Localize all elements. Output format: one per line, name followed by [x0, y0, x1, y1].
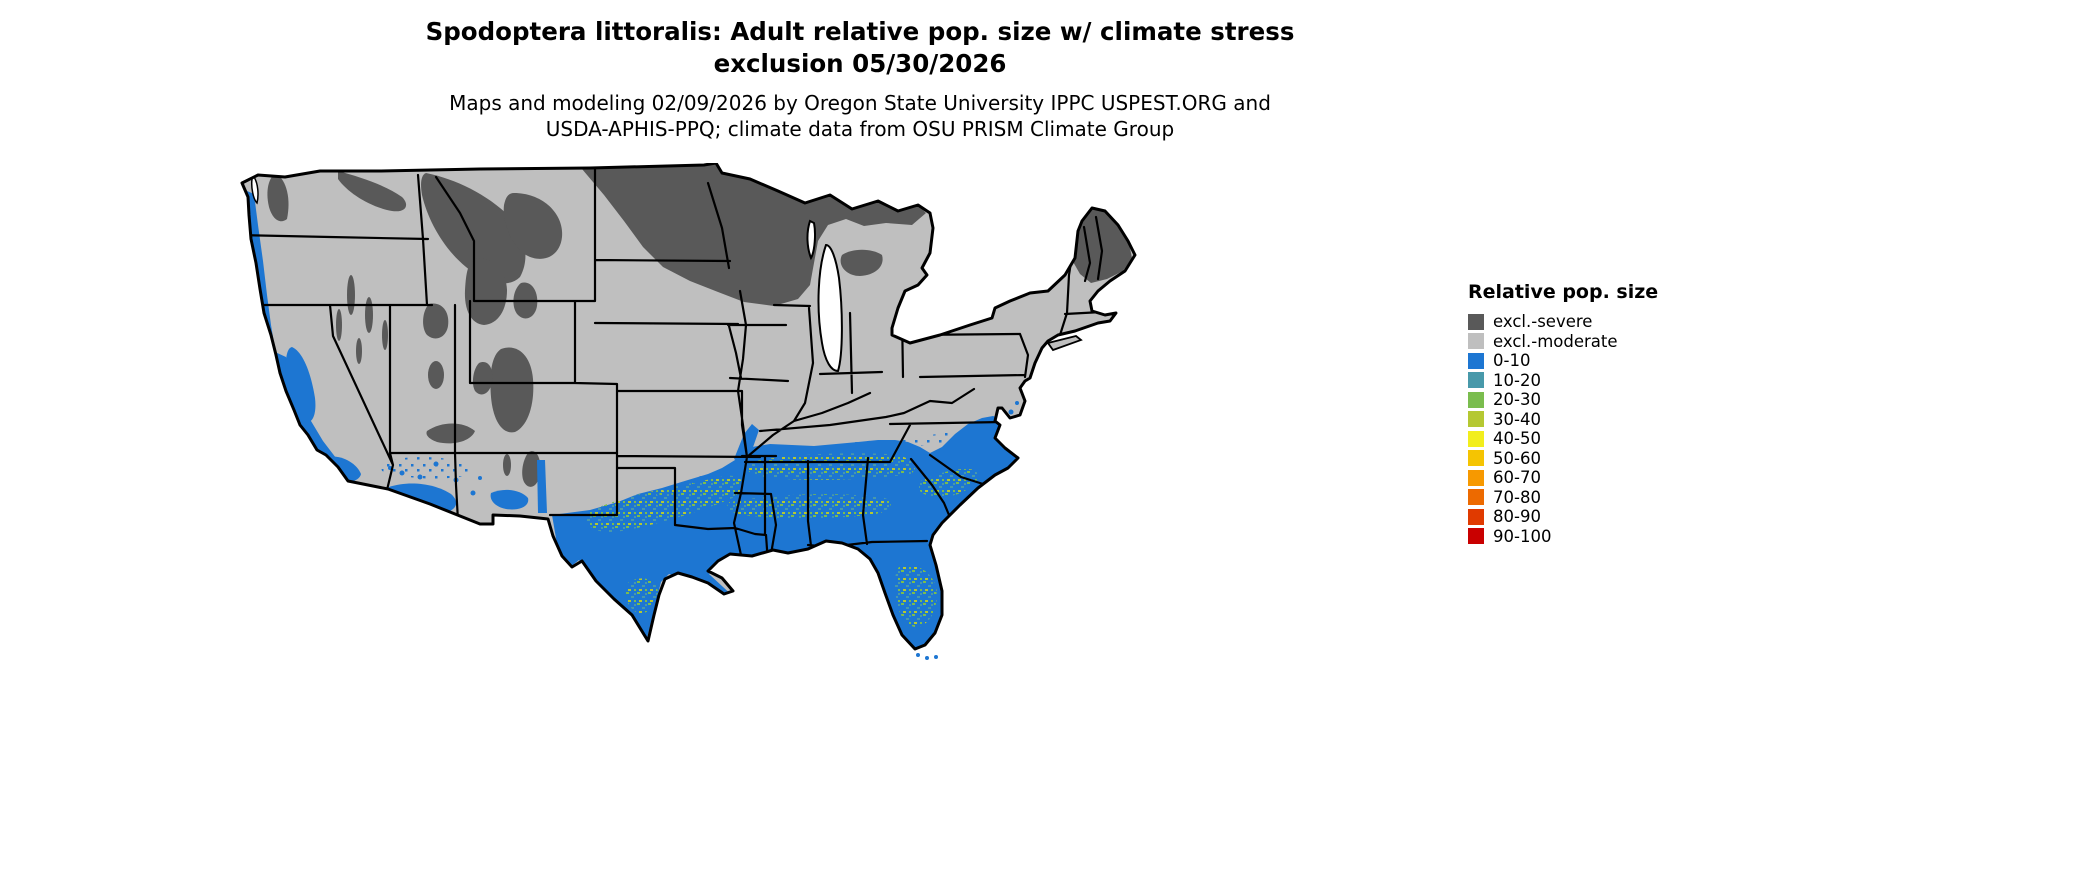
- puget-sound: [251, 175, 259, 205]
- legend-item: 70-80: [1468, 488, 1658, 508]
- legend-label: 10-20: [1493, 370, 1541, 390]
- legend-item: 10-20: [1468, 371, 1658, 391]
- legend-label: 20-30: [1493, 390, 1541, 410]
- florida-keys-dot: [925, 656, 929, 660]
- legend-item: 40-50: [1468, 429, 1658, 449]
- legend-item: 80-90: [1468, 507, 1658, 527]
- legend-label: 60-70: [1493, 468, 1541, 488]
- legend-item: 90-100: [1468, 527, 1658, 547]
- legend-item: excl.-severe: [1468, 312, 1658, 332]
- map-title: Spodoptera littoralis: Adult relative po…: [0, 16, 1720, 80]
- legend-item: excl.-moderate: [1468, 332, 1658, 352]
- legend-item: 20-30: [1468, 390, 1658, 410]
- us-map: [240, 163, 1137, 660]
- map-subtitle-line1: Maps and modeling 02/09/2026 by Oregon S…: [449, 91, 1271, 115]
- legend-item: 30-40: [1468, 410, 1658, 430]
- legend-label: excl.-severe: [1493, 312, 1593, 332]
- legend-item: 50-60: [1468, 449, 1658, 469]
- florida-keys: [916, 653, 920, 657]
- florida-keys-dot: [934, 655, 938, 659]
- legend-label: 0-10: [1493, 351, 1531, 371]
- legend-swatch: [1468, 372, 1484, 389]
- legend-item: 0-10: [1468, 351, 1658, 371]
- great-lakes: [251, 175, 843, 373]
- map-layer-speckle: [380, 416, 1002, 628]
- legend-swatch: [1468, 430, 1484, 447]
- legend-label: 40-50: [1493, 429, 1541, 449]
- legend-swatch: [1468, 489, 1484, 506]
- map-title-line1: Spodoptera littoralis: Adult relative po…: [425, 17, 1295, 46]
- legend-swatch: [1468, 469, 1484, 486]
- legend-label: 70-80: [1493, 487, 1541, 507]
- legend-swatch: [1468, 313, 1484, 330]
- legend-label: 90-100: [1493, 526, 1552, 546]
- us-outline: [240, 163, 1137, 651]
- state-borders: [242, 167, 1104, 595]
- legend: Relative pop. size excl.-severe excl.-mo…: [1468, 281, 1658, 546]
- legend-label: excl.-moderate: [1493, 331, 1618, 351]
- legend-item: 60-70: [1468, 468, 1658, 488]
- legend-swatch: [1468, 450, 1484, 467]
- legend-label: 80-90: [1493, 507, 1541, 527]
- legend-title: Relative pop. size: [1468, 281, 1659, 303]
- legend-swatch: [1468, 528, 1484, 545]
- legend-label: 30-40: [1493, 409, 1541, 429]
- green-bay: [806, 219, 816, 261]
- map-title-line2: exclusion 05/30/2026: [713, 49, 1007, 78]
- lake-michigan: [817, 243, 843, 373]
- legend-swatch: [1468, 411, 1484, 428]
- map-subtitle: Maps and modeling 02/09/2026 by Oregon S…: [0, 90, 1720, 142]
- legend-swatch: [1468, 352, 1484, 369]
- map-subtitle-line2: USDA-APHIS-PPQ; climate data from OSU PR…: [545, 117, 1175, 141]
- long-island: [1046, 335, 1083, 352]
- legend-swatch: [1468, 508, 1484, 525]
- legend-swatch: [1468, 333, 1484, 350]
- legend-swatch: [1468, 391, 1484, 408]
- legend-label: 50-60: [1493, 448, 1541, 468]
